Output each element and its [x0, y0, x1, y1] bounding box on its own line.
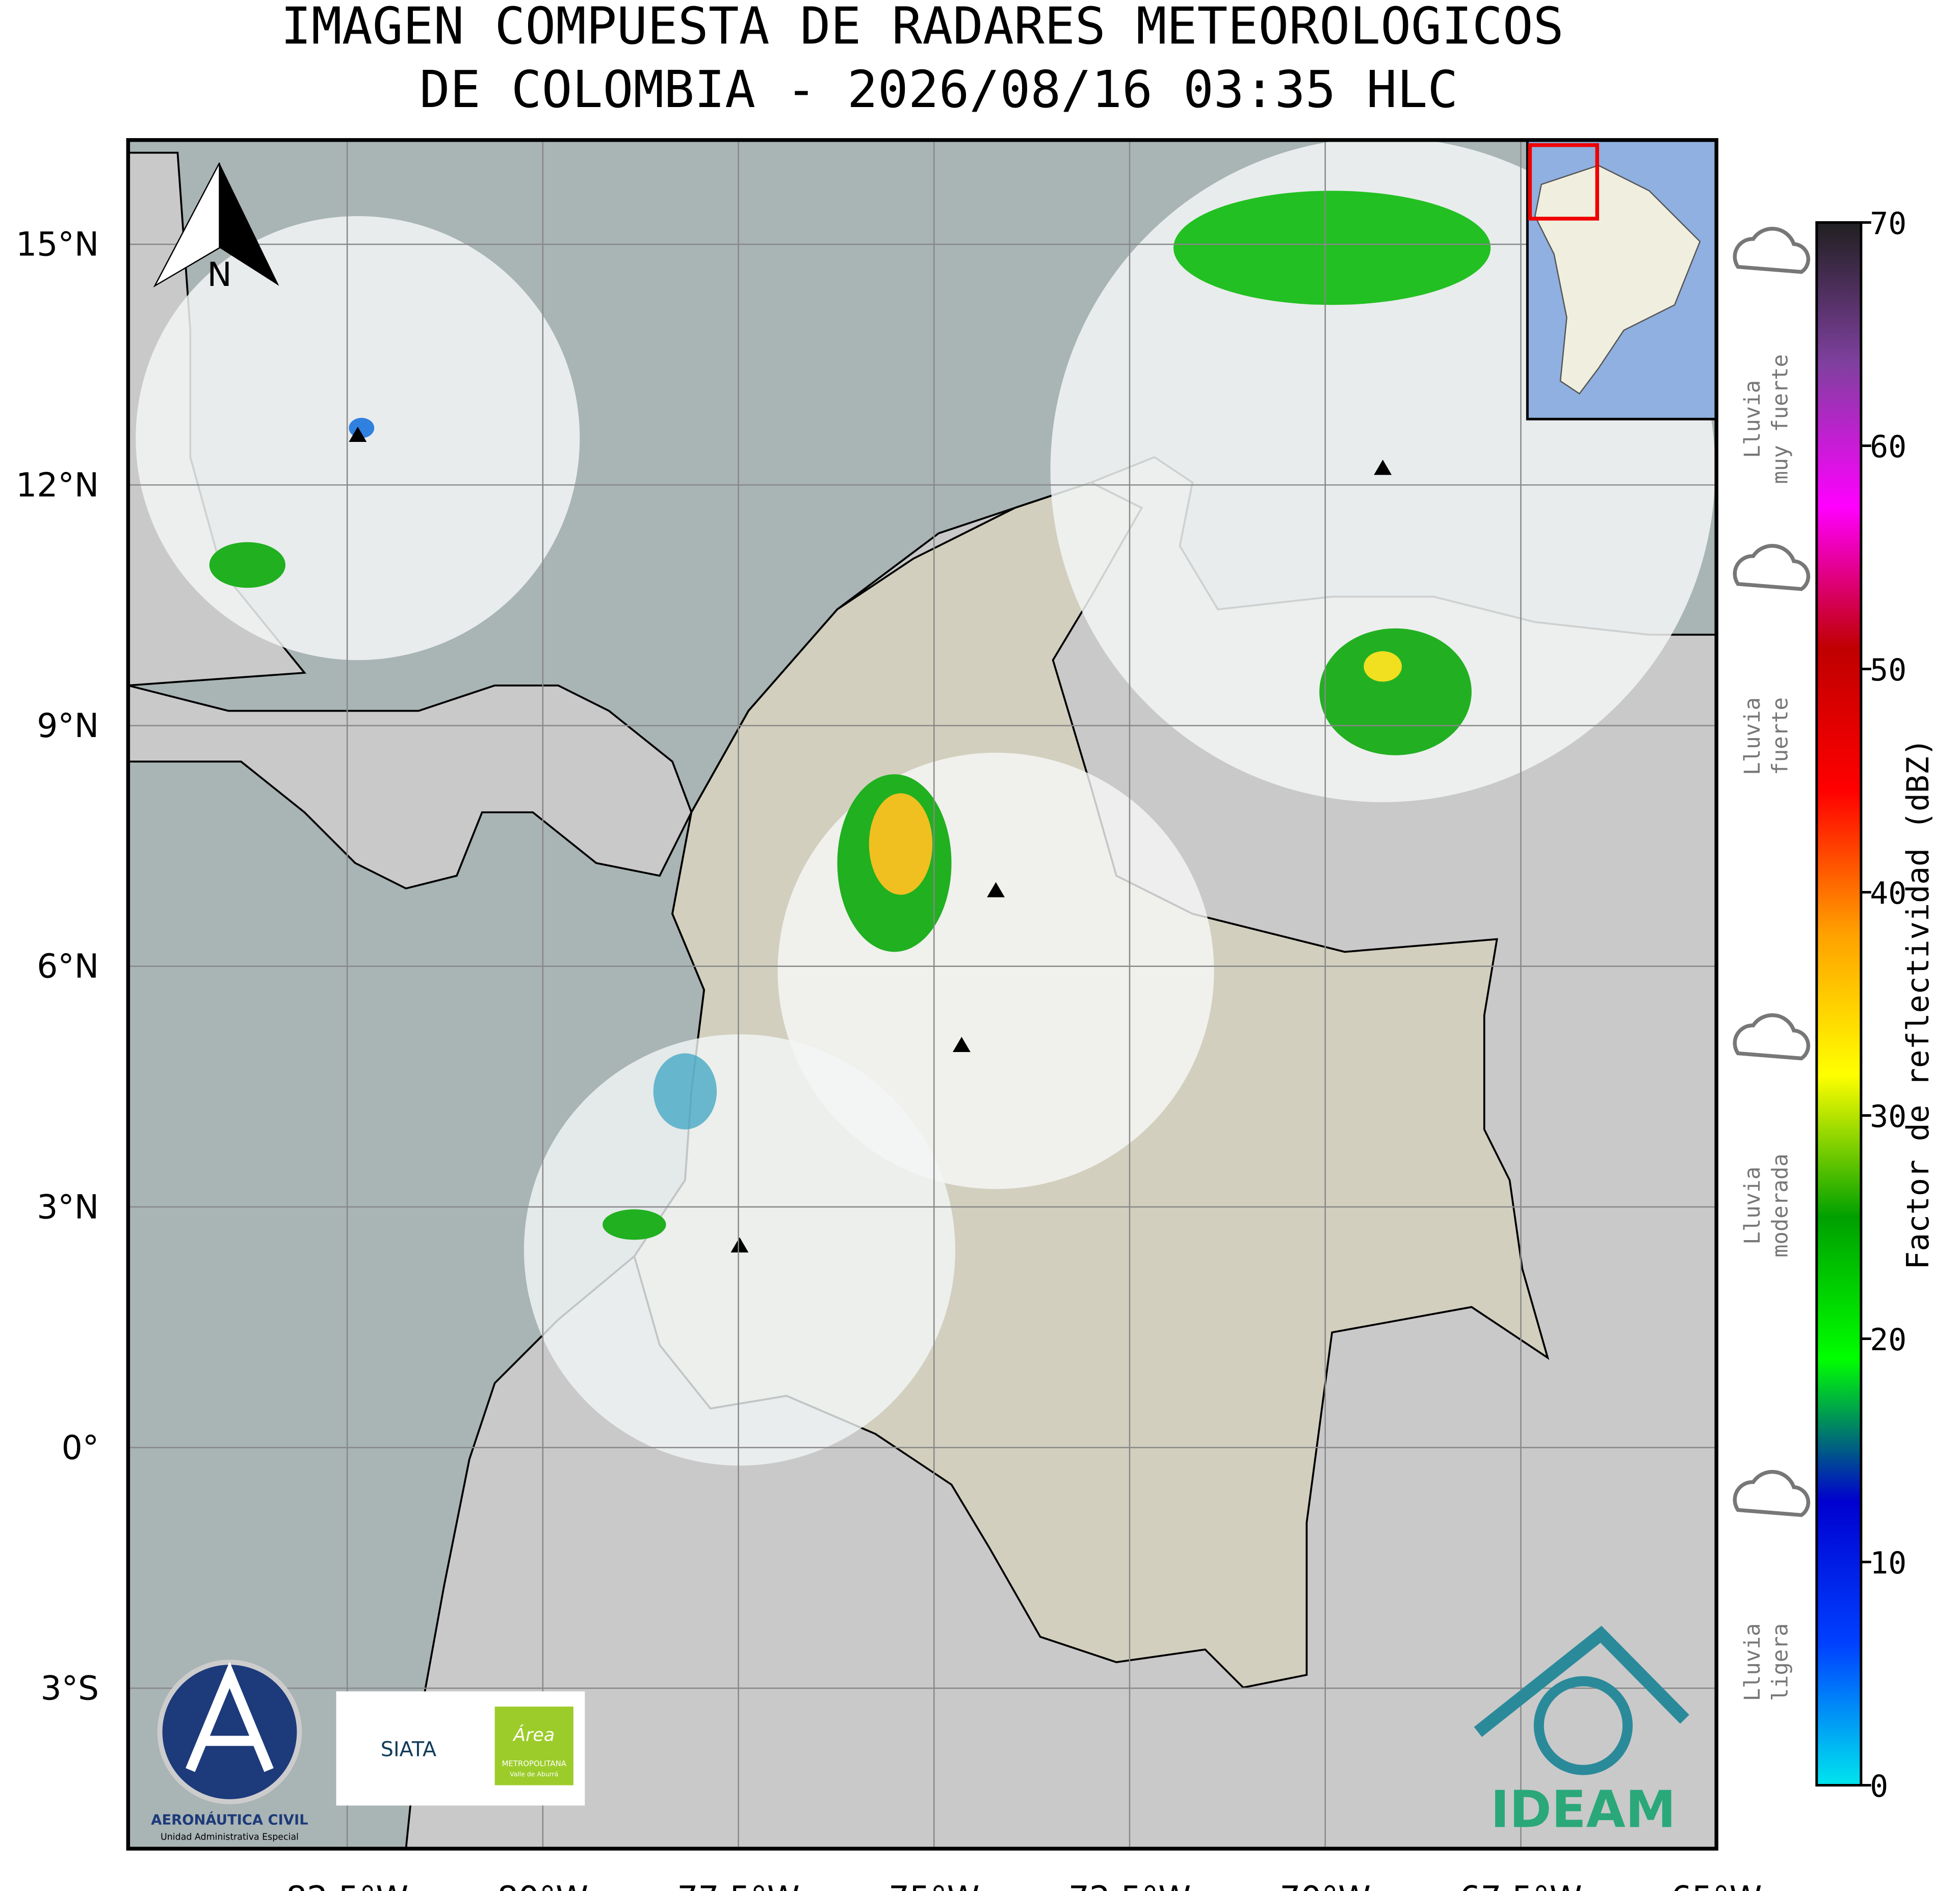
echo — [1364, 651, 1402, 682]
map-frame — [126, 138, 1718, 1851]
title-line: IMAGEN COMPUESTA DE RADARES METEOROLOGIC… — [281, 0, 1564, 56]
rain-label: Lluvia — [1740, 1623, 1765, 1701]
rain-label: Lluvia — [1740, 1167, 1765, 1245]
colorbar-tick-label: 60 — [1870, 430, 1906, 465]
logo-text: Unidad Administrativa Especial — [161, 1832, 299, 1843]
x-tick-label: 77.5°W — [677, 1879, 799, 1891]
map-area: N AERONÁUTICA CIVIL Unidad Administrativ… — [128, 140, 1717, 1849]
x-tick-label: 75°W — [888, 1879, 980, 1891]
colorbar-tick-label: 70 — [1870, 206, 1906, 242]
echo — [1173, 191, 1491, 305]
rain-label: moderada — [1768, 1153, 1793, 1257]
colorbar-tick-label: 10 — [1870, 1546, 1906, 1581]
x-tick-label: 72.5°W — [1068, 1879, 1191, 1891]
colorbar-label: Factor de reflectividad (dBZ) — [1901, 738, 1936, 1270]
x-tick-label: 70°W — [1279, 1879, 1371, 1891]
rain-label: fuerte — [1768, 697, 1793, 775]
rain-icon — [1733, 544, 1811, 591]
x-tick-label: 65°W — [1671, 1879, 1762, 1891]
rain-label: Lluvia — [1740, 697, 1765, 775]
logo-text: SIATA — [381, 1738, 437, 1761]
aerocivil-logo — [186, 1661, 274, 1772]
north-arrow — [219, 163, 279, 286]
x-tick-label: 82.5°W — [286, 1879, 408, 1891]
ideam-logo — [1474, 1625, 1689, 1737]
colorbar-tick-label: 40 — [1870, 876, 1906, 911]
y-tick-label: 0° — [62, 1429, 99, 1467]
x-tick-label: 67.5°W — [1459, 1879, 1582, 1891]
inset-continent — [1534, 165, 1701, 395]
colorbar-tick-label: 0 — [1870, 1769, 1888, 1804]
rain-label: muy fuerte — [1768, 354, 1793, 484]
colorbar-tick-label: 30 — [1870, 1099, 1906, 1135]
rain-icon — [1733, 1469, 1811, 1517]
echo — [653, 1053, 717, 1130]
colorbar-tick-label: 20 — [1870, 1323, 1906, 1358]
area-logo — [494, 1706, 573, 1785]
y-tick-label: 15°N — [16, 226, 99, 264]
rain-label: ligera — [1768, 1623, 1793, 1701]
logo-text: Valle de Aburrá — [510, 1770, 558, 1778]
logo-text: AERONÁUTICA CIVIL — [151, 1812, 308, 1828]
ideam-logo — [1533, 1676, 1633, 1775]
land — [128, 684, 693, 889]
y-tick-label: 6°N — [37, 948, 99, 986]
y-tick-label: 12°N — [16, 466, 99, 505]
title-line: DE COLOMBIA - 2026/08/16 03:35 HLC — [420, 61, 1458, 119]
y-tick-label: 9°N — [37, 707, 99, 745]
echo — [869, 793, 933, 895]
rain-label: Lluvia — [1740, 380, 1765, 458]
inset-box — [1528, 143, 1599, 221]
colorbar-tick-label: 50 — [1870, 653, 1906, 688]
rain-icon — [1733, 227, 1811, 274]
logo-text: Área — [512, 1724, 555, 1745]
echo — [603, 1209, 666, 1240]
north-label: N — [207, 256, 231, 294]
logo-text: IDEAM — [1491, 1781, 1676, 1840]
colorbar — [1815, 221, 1863, 1787]
radar-sites — [349, 427, 1392, 1253]
rain-icon — [1733, 1013, 1811, 1061]
x-tick-label: 80°W — [498, 1879, 589, 1891]
logo-text: METROPOLITANA — [502, 1759, 566, 1768]
y-tick-label: 3°S — [41, 1670, 99, 1708]
echo — [209, 542, 285, 588]
y-tick-label: 3°N — [37, 1188, 99, 1226]
echo — [1319, 628, 1472, 755]
